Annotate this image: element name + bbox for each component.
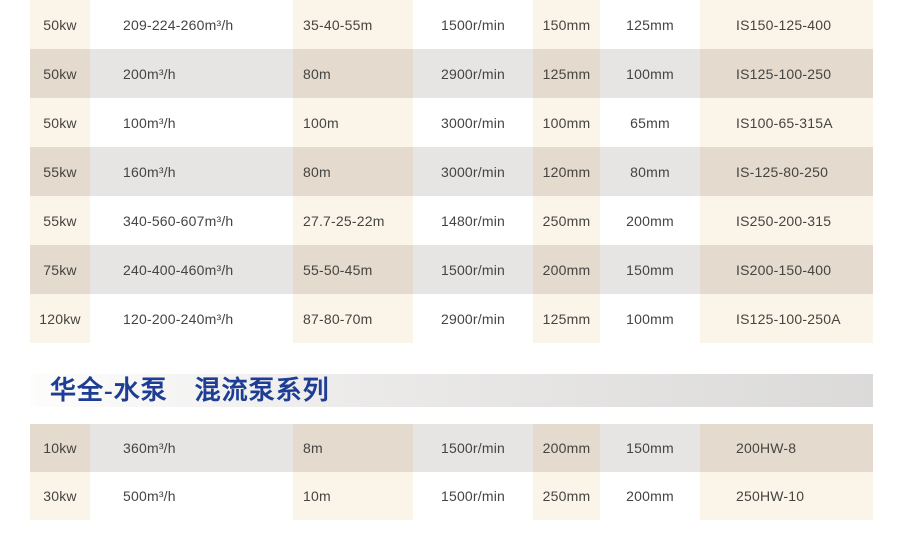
table-row: 50kw 100m³/h 100m 3000r/min 100mm 65mm IS100-6… <box>30 98 873 147</box>
cell-outlet-diameter: 125mm <box>533 294 600 343</box>
table-row: 55kw 160m³/h 80m 3000r/min 120mm 80mm IS-125-8… <box>30 147 873 196</box>
table-row: 10kw 360m³/h 8m 1500r/min 200mm 150mm 200HW-8 <box>30 424 873 472</box>
cell-inlet-diameter: 150mm <box>600 424 700 472</box>
cell-outlet-diameter: 200mm <box>533 245 600 294</box>
cell-outlet-diameter: 250mm <box>533 196 600 245</box>
cell-power: 50kw <box>30 0 90 49</box>
cell-outlet-diameter: 250mm <box>533 472 600 520</box>
cell-outlet-diameter: 200mm <box>533 424 600 472</box>
cell-rotation-speed: 2900r/min <box>413 294 533 343</box>
cell-head: 27.7-25-22m <box>293 196 413 245</box>
cell-rotation-speed: 1480r/min <box>413 196 533 245</box>
cell-head: 100m <box>293 98 413 147</box>
cell-power: 10kw <box>30 424 90 472</box>
cell-inlet-diameter: 150mm <box>600 245 700 294</box>
cell-power: 75kw <box>30 245 90 294</box>
table-row: 30kw 500m³/h 10m 1500r/min 250mm 200mm 250HW-1… <box>30 472 873 520</box>
cell-flow-rate: 240-400-460m³/h <box>90 245 293 294</box>
cell-flow-rate: 160m³/h <box>90 147 293 196</box>
cell-inlet-diameter: 65mm <box>600 98 700 147</box>
cell-outlet-diameter: 120mm <box>533 147 600 196</box>
cell-model: IS-125-80-250 <box>700 147 873 196</box>
cell-head: 10m <box>293 472 413 520</box>
is-series-pump-table: 50kw 209-224-260m³/h 35-40-55m 1500r/min 150… <box>30 0 873 343</box>
cell-flow-rate: 200m³/h <box>90 49 293 98</box>
cell-inlet-diameter: 200mm <box>600 196 700 245</box>
cell-flow-rate: 100m³/h <box>90 98 293 147</box>
cell-rotation-speed: 1500r/min <box>413 424 533 472</box>
cell-head: 35-40-55m <box>293 0 413 49</box>
table-row: 50kw 200m³/h 80m 2900r/min 125mm 100mm IS125-1… <box>30 49 873 98</box>
cell-outlet-diameter: 150mm <box>533 0 600 49</box>
cell-power: 120kw <box>30 294 90 343</box>
cell-inlet-diameter: 125mm <box>600 0 700 49</box>
table-row: 120kw 120-200-240m³/h 87-80-70m 2900r/min 12… <box>30 294 873 343</box>
cell-flow-rate: 360m³/h <box>90 424 293 472</box>
cell-flow-rate: 340-560-607m³/h <box>90 196 293 245</box>
cell-model: IS150-125-400 <box>700 0 873 49</box>
cell-head: 80m <box>293 147 413 196</box>
table-row: 50kw 209-224-260m³/h 35-40-55m 1500r/min 150… <box>30 0 873 49</box>
cell-model: IS200-150-400 <box>700 245 873 294</box>
cell-rotation-speed: 3000r/min <box>413 98 533 147</box>
cell-model: IS250-200-315 <box>700 196 873 245</box>
table-row: 55kw 340-560-607m³/h 27.7-25-22m 1480r/min 2… <box>30 196 873 245</box>
cell-inlet-diameter: 200mm <box>600 472 700 520</box>
section-title: 华全-水泵 混流泵系列 <box>50 375 330 405</box>
cell-flow-rate: 120-200-240m³/h <box>90 294 293 343</box>
cell-inlet-diameter: 80mm <box>600 147 700 196</box>
cell-model: IS100-65-315A <box>700 98 873 147</box>
cell-power: 30kw <box>30 472 90 520</box>
cell-head: 8m <box>293 424 413 472</box>
cell-model: 250HW-10 <box>700 472 873 520</box>
hw-series-pump-table: 10kw 360m³/h 8m 1500r/min 200mm 150mm 200HW-8 3… <box>30 424 873 520</box>
cell-rotation-speed: 2900r/min <box>413 49 533 98</box>
cell-rotation-speed: 3000r/min <box>413 147 533 196</box>
cell-model: IS125-100-250 <box>700 49 873 98</box>
cell-model: 200HW-8 <box>700 424 873 472</box>
cell-flow-rate: 209-224-260m³/h <box>90 0 293 49</box>
cell-power: 55kw <box>30 147 90 196</box>
cell-inlet-diameter: 100mm <box>600 49 700 98</box>
cell-power: 50kw <box>30 49 90 98</box>
table-row: 75kw 240-400-460m³/h 55-50-45m 1500r/min 200… <box>30 245 873 294</box>
cell-head: 87-80-70m <box>293 294 413 343</box>
cell-outlet-diameter: 125mm <box>533 49 600 98</box>
cell-model: IS125-100-250A <box>700 294 873 343</box>
cell-rotation-speed: 1500r/min <box>413 472 533 520</box>
cell-flow-rate: 500m³/h <box>90 472 293 520</box>
cell-outlet-diameter: 100mm <box>533 98 600 147</box>
cell-inlet-diameter: 100mm <box>600 294 700 343</box>
cell-power: 50kw <box>30 98 90 147</box>
cell-head: 80m <box>293 49 413 98</box>
cell-power: 55kw <box>30 196 90 245</box>
cell-rotation-speed: 1500r/min <box>413 0 533 49</box>
cell-head: 55-50-45m <box>293 245 413 294</box>
section-header-band: 华全-水泵 混流泵系列 <box>30 374 873 407</box>
cell-rotation-speed: 1500r/min <box>413 245 533 294</box>
